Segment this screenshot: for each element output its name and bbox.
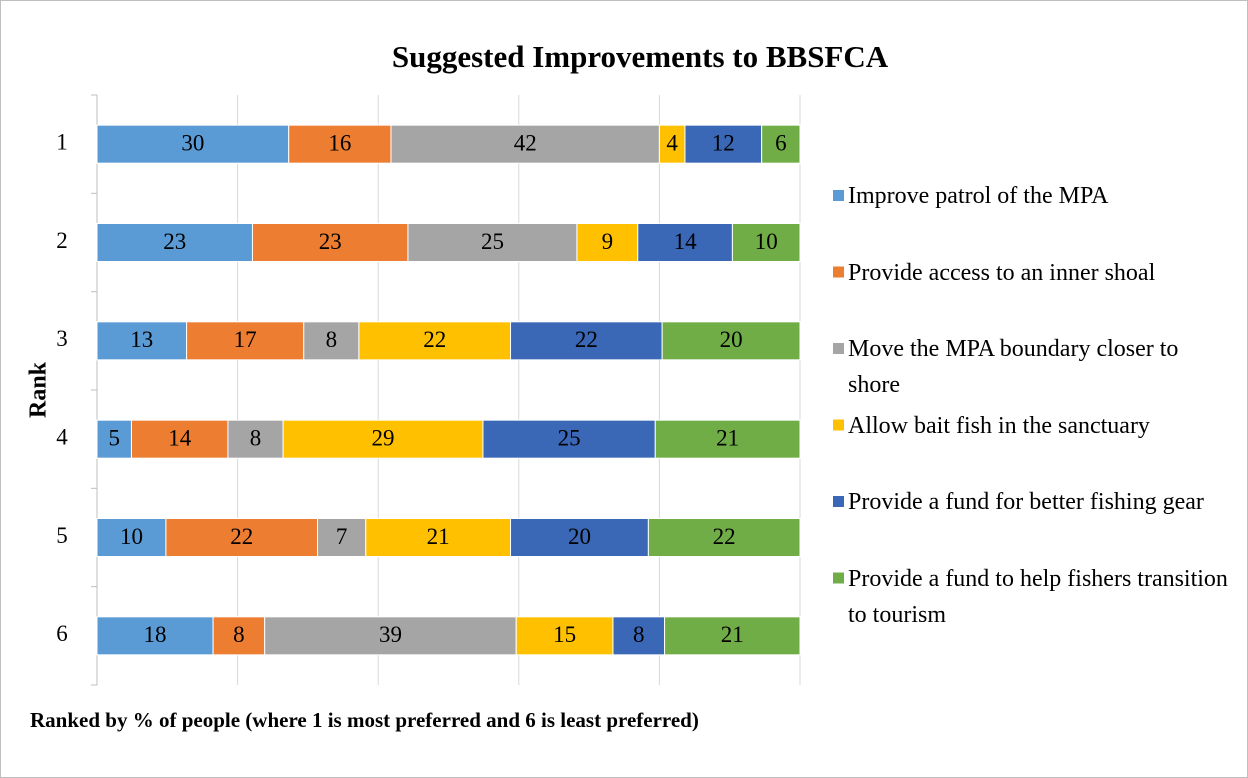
legend-swatch bbox=[833, 419, 844, 431]
bar-segment bbox=[288, 124, 392, 164]
data-label: 20 bbox=[720, 327, 743, 352]
y-tick-label: 3 bbox=[56, 326, 68, 351]
bar-segment bbox=[96, 419, 132, 459]
legend-swatch bbox=[833, 266, 844, 278]
data-label: 18 bbox=[144, 622, 167, 647]
data-label: 13 bbox=[130, 327, 153, 352]
legend-entry: Move the MPA boundary closer to shore bbox=[848, 336, 1179, 398]
y-tick-label: 1 bbox=[56, 129, 68, 154]
bar-segment bbox=[647, 518, 801, 557]
bar-segment bbox=[390, 124, 660, 164]
bar-segment bbox=[358, 321, 512, 361]
bar-segment bbox=[317, 518, 367, 557]
legend-label: Provide a fund for better fishing gear bbox=[848, 489, 1204, 515]
data-label: 14 bbox=[168, 425, 192, 450]
data-label: 20 bbox=[568, 524, 591, 549]
chart-title: Suggested Improvements to BBSFCA bbox=[392, 39, 889, 74]
bar-segment bbox=[515, 616, 614, 656]
data-label: 21 bbox=[427, 524, 450, 549]
legend-label: Allow bait fish in the sanctuary bbox=[848, 412, 1150, 439]
data-label: 23 bbox=[163, 229, 186, 254]
bar-segment bbox=[510, 518, 649, 557]
bar-segment bbox=[96, 223, 253, 262]
legend-swatch bbox=[833, 572, 844, 584]
legend-entry: Improve patrol of the MPA bbox=[848, 183, 1109, 209]
data-label: 25 bbox=[481, 229, 504, 254]
data-label: 25 bbox=[558, 425, 581, 450]
bar-segment bbox=[212, 616, 266, 656]
bar-segment bbox=[96, 518, 167, 557]
data-label: 30 bbox=[181, 130, 204, 155]
bar-segment bbox=[654, 419, 801, 459]
bar-segment bbox=[407, 223, 578, 262]
legend-swatch bbox=[833, 496, 844, 507]
grid bbox=[91, 94, 801, 686]
data-label: 22 bbox=[575, 327, 598, 352]
bar-segment bbox=[130, 419, 229, 459]
legend-entry: Provide a fund for better fishing gear bbox=[848, 489, 1204, 515]
legend-swatch bbox=[833, 343, 844, 354]
legend-entry: Provide access to an inner shoal bbox=[848, 259, 1156, 286]
y-axis-label: Rank bbox=[26, 361, 52, 418]
data-label: 22 bbox=[230, 524, 253, 549]
data-label: 10 bbox=[755, 229, 778, 254]
data-label: 5 bbox=[108, 425, 120, 450]
legend-swatch bbox=[833, 190, 844, 201]
data-label: 15 bbox=[553, 622, 576, 647]
legend-label: Improve patrol of the MPA bbox=[848, 183, 1109, 209]
data-label: 29 bbox=[372, 425, 395, 450]
bar-segment bbox=[510, 321, 663, 361]
data-label: 8 bbox=[633, 622, 645, 647]
bar-segment bbox=[264, 616, 517, 656]
data-label: 10 bbox=[120, 524, 143, 549]
data-label: 12 bbox=[712, 130, 735, 155]
legend-label: Move the MPA boundary closer to shore bbox=[848, 336, 1179, 398]
bar-segment bbox=[661, 321, 801, 361]
data-label: 8 bbox=[326, 327, 338, 352]
data-label: 17 bbox=[234, 327, 257, 352]
data-label: 42 bbox=[514, 130, 537, 155]
data-label: 39 bbox=[379, 622, 402, 647]
data-label: 14 bbox=[674, 229, 698, 254]
data-label: 22 bbox=[423, 327, 446, 352]
y-tick-label: 2 bbox=[56, 228, 68, 253]
bar-segment bbox=[227, 419, 284, 459]
y-tick-label: 6 bbox=[56, 621, 68, 646]
data-label: 7 bbox=[336, 524, 348, 549]
legend-entry: Provide a fund to help fishers transitio… bbox=[848, 565, 1228, 628]
bars: 30 16 42 4 12 6 23 23 25 9 14 10 13 17 8 22 22 20 5 14 8 29 25… bbox=[96, 124, 801, 656]
bar-segment bbox=[731, 223, 801, 262]
data-label: 21 bbox=[716, 425, 739, 450]
data-label: 8 bbox=[250, 425, 262, 450]
bar-segment bbox=[96, 616, 214, 656]
bar-segment bbox=[664, 616, 801, 656]
bar-segment bbox=[658, 124, 686, 164]
data-label: 21 bbox=[721, 622, 744, 647]
bar-segment bbox=[637, 223, 733, 262]
data-label: 6 bbox=[775, 130, 787, 155]
bar-segment bbox=[612, 616, 666, 656]
y-tick-label: 4 bbox=[56, 424, 68, 449]
bar-segment bbox=[251, 223, 409, 262]
legend-label: Provide access to an inner shoal bbox=[848, 259, 1156, 286]
data-label: 23 bbox=[319, 229, 342, 254]
bar-segment bbox=[365, 518, 512, 557]
bar-segment bbox=[96, 321, 188, 361]
x-axis-label: Ranked by % of people (where 1 is most p… bbox=[30, 708, 699, 732]
bar-segment bbox=[282, 419, 484, 459]
data-label: 16 bbox=[328, 130, 351, 155]
bar-segment bbox=[186, 321, 305, 361]
legend-label: Provide a fund to help fishers transitio… bbox=[848, 565, 1228, 628]
legend-entry: Allow bait fish in the sanctuary bbox=[848, 412, 1150, 439]
y-tick-label: 5 bbox=[56, 523, 68, 548]
data-label: 9 bbox=[602, 229, 614, 254]
data-label: 4 bbox=[666, 130, 678, 155]
data-label: 8 bbox=[233, 622, 245, 647]
bar-segment bbox=[761, 124, 801, 164]
data-label: 22 bbox=[713, 524, 736, 549]
